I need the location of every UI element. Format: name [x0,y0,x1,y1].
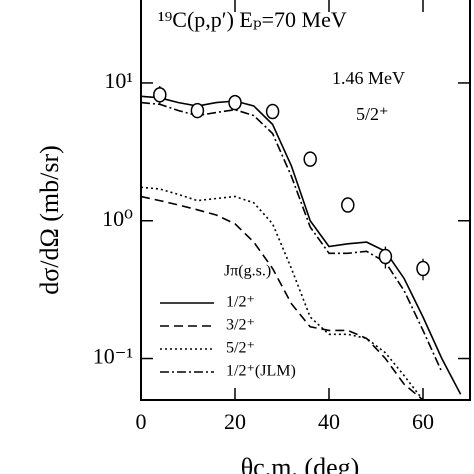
chart-title: ¹⁹C(p,p′) Eₚ=70 MeV [158,7,347,32]
data-point [228,94,242,111]
y-tick-label: 10¹ [104,68,133,93]
data-point [153,87,167,103]
annotation: 1.46 MeV [332,68,405,88]
legend-title: Jπ(g.s.) [224,263,271,280]
curve [141,101,443,373]
x-axis-label: θc.m. (deg) [241,453,360,474]
legend-label: 1/2⁺ [226,294,255,311]
legend-label: 3/2⁺ [226,317,255,334]
y-tick-label: 10⁻¹ [93,344,133,369]
data-point [416,260,430,277]
annotation: 5/2⁺ [356,104,389,124]
x-tick-label: 40 [318,409,340,434]
data-point [303,151,317,167]
curve [141,95,462,395]
legend-label: 1/2⁺(JLM) [226,363,296,380]
y-tick-label: 10⁰ [102,206,133,231]
legend-label: 5/2⁺ [226,340,255,357]
plot-frame [140,0,471,401]
plot-area [141,95,462,400]
y-axis-label: dσ/dΩ (mb/sr) [35,145,64,295]
data-point [341,197,355,213]
curve [141,186,424,400]
data-point [265,103,280,120]
data-point [378,248,393,265]
curve [141,195,424,400]
x-tick-label: 60 [412,409,434,434]
data-point [190,102,205,119]
x-tick-label: 0 [136,409,147,434]
x-tick-label: 20 [224,409,246,434]
